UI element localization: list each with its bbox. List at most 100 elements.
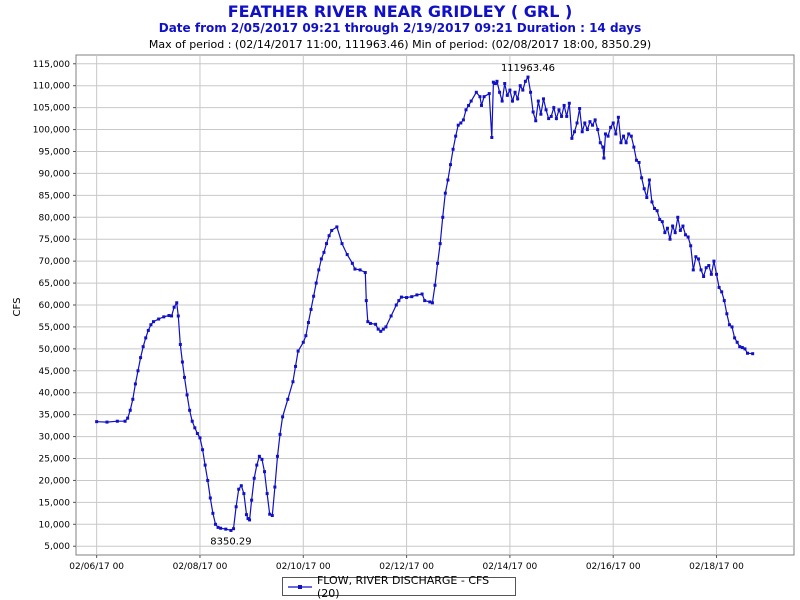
data-point (500, 99, 504, 103)
data-point (268, 512, 272, 516)
data-point (175, 301, 179, 305)
data-point (146, 328, 150, 332)
data-point (255, 463, 259, 467)
data-point (229, 528, 233, 532)
data-point (141, 345, 145, 349)
data-point (379, 329, 383, 333)
data-point (627, 132, 631, 136)
data-point (459, 121, 463, 125)
data-point (242, 492, 246, 496)
y-tick-label: 20,000 (39, 476, 71, 486)
data-point (730, 325, 734, 329)
data-point (211, 511, 215, 515)
y-tick-label: 65,000 (39, 279, 71, 289)
data-point (482, 95, 486, 99)
data-point (128, 408, 132, 412)
data-point (219, 526, 223, 530)
data-point (389, 314, 393, 318)
data-point (557, 108, 561, 112)
data-point (206, 478, 210, 482)
data-point (596, 128, 600, 132)
data-point (591, 123, 595, 127)
data-point (743, 347, 747, 351)
data-point (534, 119, 538, 123)
data-point (495, 79, 499, 83)
legend-label: FLOW, RIVER DISCHARGE - CFS (20) (316, 573, 490, 600)
data-point (552, 106, 556, 110)
y-tick-label: 110,000 (33, 82, 70, 92)
data-point (575, 121, 579, 125)
x-tick-label: 02/08/17 00 (173, 562, 228, 572)
data-point (523, 79, 527, 83)
data-point (317, 268, 321, 272)
data-point (738, 345, 742, 349)
data-point (663, 231, 667, 235)
data-point (234, 505, 238, 509)
data-point (330, 228, 334, 232)
data-point (478, 95, 482, 99)
data-point (505, 93, 509, 97)
data-point (479, 103, 483, 107)
y-tick-label: 35,000 (39, 411, 71, 421)
data-point (273, 485, 277, 489)
data-point (216, 525, 220, 529)
data-point (376, 327, 380, 331)
data-point (593, 118, 597, 122)
data-point (536, 99, 540, 103)
data-point (203, 463, 207, 467)
data-point (275, 454, 279, 458)
data-point (301, 340, 305, 344)
data-point (363, 271, 367, 275)
data-point (678, 228, 682, 232)
data-point (213, 522, 217, 526)
data-point (423, 299, 427, 303)
data-point (144, 336, 148, 340)
data-point (602, 156, 606, 160)
data-point (95, 420, 99, 424)
y-tick-label: 50,000 (39, 345, 71, 355)
data-point (676, 215, 680, 219)
data-point (448, 163, 452, 167)
data-point (176, 314, 180, 318)
data-point (585, 128, 589, 132)
data-point (689, 244, 693, 248)
y-tick-label: 80,000 (39, 213, 71, 223)
data-point (265, 492, 269, 496)
data-point (443, 191, 447, 195)
y-tick-label: 55,000 (39, 323, 71, 333)
data-point (115, 419, 119, 423)
data-point (614, 132, 618, 136)
data-point (345, 253, 349, 257)
data-point (694, 255, 698, 259)
data-point (655, 209, 659, 213)
data-point (611, 121, 615, 125)
data-point (319, 257, 323, 261)
data-point (671, 224, 675, 228)
data-point (314, 281, 318, 285)
data-point (658, 217, 662, 221)
data-point (420, 292, 424, 296)
data-point (490, 135, 494, 139)
data-point (410, 295, 414, 299)
data-point (751, 352, 755, 356)
data-point (456, 123, 460, 127)
data-point (510, 99, 514, 103)
data-point (702, 274, 706, 278)
data-point (474, 90, 478, 94)
data-point (178, 342, 182, 346)
data-point (541, 97, 545, 101)
x-tick-label: 02/16/17 00 (586, 562, 641, 572)
data-point (619, 141, 623, 145)
data-point (325, 242, 329, 246)
data-point (198, 436, 202, 440)
chart-title: FEATHER RIVER NEAR GRIDLEY ( GRL ) (227, 2, 573, 21)
data-point (136, 369, 140, 373)
data-point (544, 108, 548, 112)
data-point (740, 346, 744, 350)
x-tick-label: 02/18/17 00 (689, 562, 744, 572)
data-point (491, 80, 495, 84)
data-point (278, 432, 282, 436)
data-point (397, 299, 401, 303)
data-point (167, 314, 171, 318)
